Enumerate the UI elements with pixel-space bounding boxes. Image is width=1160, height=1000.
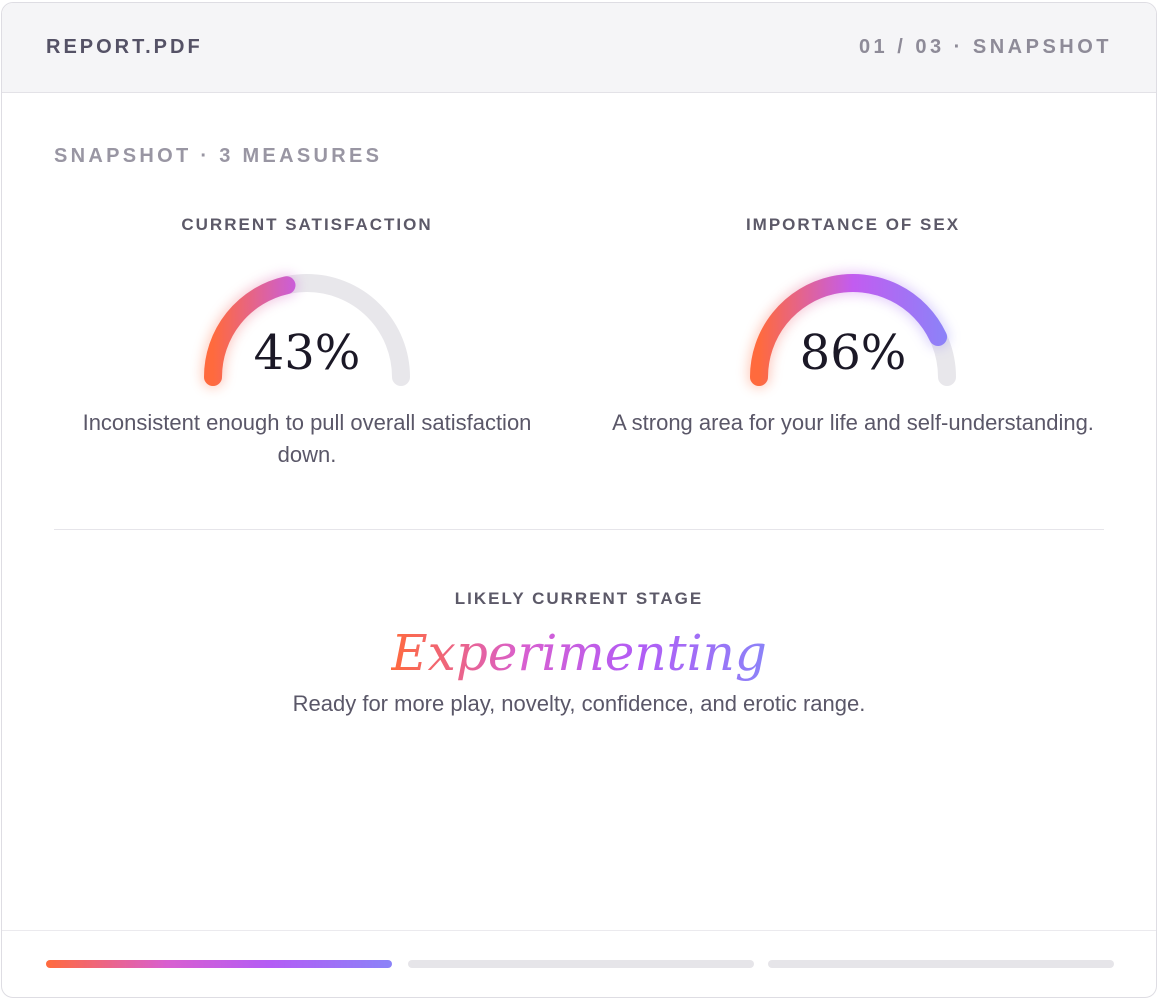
- gauge-value-arc: [750, 274, 948, 386]
- progress-segment-2[interactable]: [408, 960, 754, 968]
- measure-title: CURRENT SATISFACTION: [181, 215, 433, 234]
- measure-importance-of-sex: IMPORTANCE OF SEX 86% A strong area for …: [593, 213, 1113, 439]
- file-name: REPORT.PDF: [46, 36, 203, 58]
- gauge-value-arc: [204, 276, 296, 386]
- section-label: SNAPSHOT · 3 MEASURES: [54, 145, 383, 167]
- measure-current-satisfaction: CURRENT SATISFACTION 43% Inconsistent en…: [47, 213, 567, 471]
- progress-segment-3[interactable]: [768, 960, 1114, 968]
- report-header: REPORT.PDF 01 / 03 · SNAPSHOT: [2, 3, 1156, 93]
- page-progress: [2, 930, 1156, 997]
- gauge-value: 43%: [253, 325, 361, 381]
- measure-title: IMPORTANCE OF SEX: [745, 215, 961, 234]
- stage-description: Ready for more play, novelty, confidence…: [292, 691, 866, 716]
- importance-gauge: 86%: [733, 272, 973, 413]
- measure-description: Inconsistent enough to pull overall sati…: [82, 410, 532, 467]
- page-indicator: 01 / 03 · SNAPSHOT: [858, 36, 1112, 58]
- stage-label: LIKELY CURRENT STAGE: [454, 589, 704, 608]
- satisfaction-gauge-arc: [202, 274, 410, 388]
- satisfaction-gauge: 43%: [187, 273, 427, 413]
- stage-name: Experimenting: [391, 624, 767, 682]
- importance-gauge-arc: [748, 272, 956, 388]
- section-divider: [54, 529, 1104, 530]
- progress-segment-1[interactable]: [46, 960, 392, 968]
- measure-description: A strong area for your life and self-und…: [612, 410, 1094, 435]
- gauge-value: 86%: [799, 325, 907, 381]
- stage-section: LIKELY CURRENT STAGE Experimenting Ready…: [2, 587, 1156, 719]
